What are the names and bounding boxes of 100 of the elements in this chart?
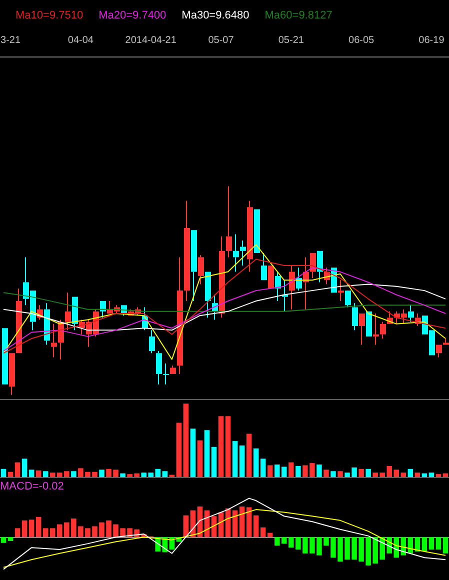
bar (239, 506, 245, 538)
bar (225, 416, 231, 477)
bar (36, 516, 42, 538)
bar (442, 473, 448, 477)
candlestick (380, 321, 386, 340)
x-tick-label: 06-05 (348, 34, 375, 46)
candlestick (296, 267, 302, 292)
bar (408, 468, 414, 477)
candlestick (163, 363, 169, 385)
candlestick (198, 254, 204, 285)
bar (260, 458, 266, 477)
bar (428, 537, 434, 550)
bar (22, 520, 28, 538)
bar (42, 528, 48, 538)
candlestick (184, 200, 190, 302)
chart-title: MACD=-0.02 (0, 480, 64, 493)
bar (176, 422, 182, 477)
candlestick (65, 292, 71, 331)
text: Ma60=9.8127 (264, 10, 332, 22)
bar (50, 528, 56, 538)
bar (288, 462, 294, 477)
bar (414, 472, 420, 477)
bar (422, 537, 428, 552)
bar (204, 430, 210, 477)
candlestick (359, 314, 365, 346)
bar (316, 464, 322, 477)
bar (436, 474, 442, 477)
bar (253, 515, 259, 538)
candlestick (219, 236, 225, 318)
candlestick (16, 288, 22, 354)
candlestick (436, 344, 442, 358)
candlestick (205, 272, 211, 318)
candlestick (191, 230, 197, 302)
candlestick (51, 323, 57, 358)
bar (99, 470, 104, 477)
text: Ma30=9.6480 (182, 10, 250, 22)
bar (183, 404, 189, 477)
bar (358, 468, 364, 477)
bar (14, 462, 20, 477)
bar (36, 470, 42, 477)
bar (211, 516, 217, 538)
bar (253, 448, 259, 477)
bar (190, 428, 196, 477)
candlestick (177, 256, 183, 374)
x-tick-label: 05-21 (278, 34, 304, 46)
x-tick-label: 2014-04-21 (125, 34, 177, 46)
bar (71, 471, 76, 477)
text: Ma20=9.7400 (98, 10, 166, 22)
candlestick (156, 350, 162, 385)
candlestick (261, 252, 267, 280)
x-tick-label: 05-07 (208, 34, 234, 46)
bar (197, 440, 203, 477)
bar (22, 458, 28, 477)
bar (394, 470, 400, 477)
bar (50, 472, 56, 477)
bar (282, 466, 287, 477)
candlestick (149, 330, 155, 354)
bar (324, 470, 329, 477)
bar (14, 528, 20, 538)
bar (330, 471, 336, 477)
candlestick (408, 304, 414, 322)
candlestick (275, 271, 281, 302)
bar (246, 507, 252, 538)
candlestick (226, 186, 232, 258)
candlestick (240, 240, 246, 266)
bar (218, 416, 224, 477)
bar (8, 472, 14, 477)
bar (260, 527, 266, 538)
x-tick-label: 3-21 (0, 34, 21, 46)
candlestick (233, 234, 239, 272)
bar (428, 472, 434, 477)
text: Ma10=9.7510 (16, 10, 84, 22)
candlestick (373, 313, 379, 346)
bar (436, 537, 442, 550)
bar (442, 537, 448, 554)
bar (211, 446, 217, 477)
candlestick (338, 280, 344, 302)
bar (246, 434, 252, 477)
bar (239, 445, 245, 477)
x-tick-label: 04-04 (68, 34, 94, 46)
bar (400, 472, 406, 477)
bar (42, 471, 48, 477)
bar (422, 473, 428, 477)
bar (232, 510, 238, 538)
x-tick-label: 06-19 (418, 34, 445, 46)
bar (8, 537, 14, 541)
bar (232, 441, 238, 477)
bar (296, 466, 301, 477)
bar (28, 520, 34, 538)
candlestick (170, 365, 176, 374)
bar (366, 468, 371, 477)
candlestick (282, 280, 288, 312)
candlestick (247, 200, 253, 272)
bar (0, 468, 6, 477)
bar (338, 471, 343, 477)
candlestick (9, 353, 15, 396)
bar (120, 473, 126, 477)
bar (28, 470, 34, 477)
bar (0, 537, 6, 543)
bar (274, 537, 280, 546)
